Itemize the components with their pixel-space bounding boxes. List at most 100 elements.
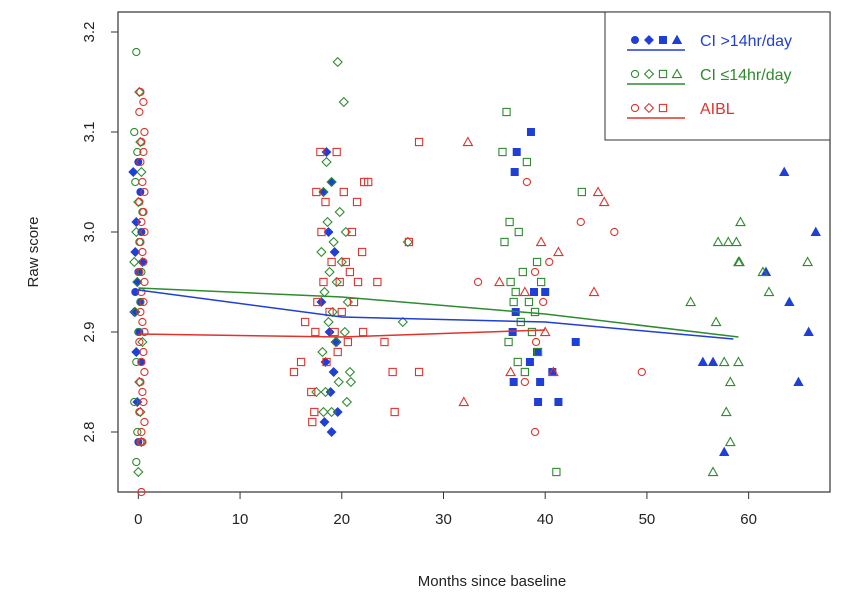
data-point bbox=[135, 107, 144, 117]
data-point bbox=[730, 236, 742, 247]
data-point bbox=[592, 186, 604, 197]
data-point bbox=[505, 217, 514, 227]
data-point bbox=[397, 316, 408, 328]
x-tick-label: 40 bbox=[537, 511, 554, 528]
data-point bbox=[319, 286, 330, 298]
data-point bbox=[312, 187, 321, 197]
data-point bbox=[313, 297, 322, 307]
data-point bbox=[140, 367, 149, 377]
data-point bbox=[137, 217, 146, 227]
data-point bbox=[139, 207, 148, 217]
data-point bbox=[535, 236, 547, 247]
data-point bbox=[724, 436, 736, 447]
data-point bbox=[134, 376, 145, 388]
data-point bbox=[308, 417, 317, 427]
data-point bbox=[462, 136, 474, 147]
axes: 0 10 20 30 40 50 60 2.8 2.9 3.0 3.1 3.2 bbox=[81, 22, 757, 528]
data-point bbox=[327, 257, 336, 267]
data-point bbox=[531, 337, 541, 347]
data-point bbox=[345, 267, 355, 277]
data-point bbox=[719, 446, 730, 457]
data-point bbox=[131, 177, 140, 187]
data-point bbox=[373, 277, 382, 287]
data-point bbox=[533, 347, 543, 357]
data-point bbox=[138, 247, 147, 257]
data-point bbox=[136, 157, 145, 167]
data-point bbox=[326, 427, 337, 437]
legend-marker bbox=[658, 103, 668, 113]
data-point bbox=[784, 296, 795, 307]
data-point bbox=[322, 216, 333, 228]
data-point bbox=[131, 226, 142, 238]
data-point bbox=[802, 256, 814, 267]
data-point bbox=[532, 257, 542, 267]
data-point bbox=[329, 247, 340, 257]
data-point bbox=[323, 227, 334, 237]
legend-label: AIBL bbox=[700, 101, 735, 118]
data-point bbox=[718, 356, 730, 367]
data-point bbox=[343, 337, 353, 347]
data-point bbox=[331, 337, 342, 347]
data-point bbox=[527, 327, 537, 337]
data-point bbox=[136, 377, 145, 387]
data-point bbox=[414, 367, 424, 377]
data-point bbox=[331, 276, 342, 288]
data-point bbox=[554, 397, 563, 406]
data-point bbox=[547, 366, 559, 377]
data-point bbox=[637, 367, 646, 377]
data-point bbox=[506, 277, 515, 287]
data-point bbox=[498, 147, 507, 157]
data-point bbox=[135, 136, 146, 148]
data-point bbox=[779, 166, 790, 177]
data-point bbox=[328, 367, 339, 377]
data-point bbox=[380, 337, 389, 347]
data-point bbox=[310, 407, 319, 417]
data-point bbox=[319, 417, 330, 427]
data-point bbox=[520, 377, 530, 387]
data-point bbox=[139, 257, 148, 267]
data-point bbox=[526, 127, 535, 136]
data-point bbox=[588, 286, 600, 297]
legend-marker bbox=[644, 35, 654, 45]
data-point bbox=[530, 287, 539, 296]
data-point bbox=[810, 226, 821, 237]
data-point bbox=[514, 227, 523, 237]
data-point bbox=[525, 357, 534, 366]
data-point bbox=[724, 376, 736, 387]
data-point bbox=[512, 147, 521, 156]
data-point bbox=[139, 347, 148, 357]
data-point bbox=[136, 307, 145, 317]
data-point bbox=[500, 237, 509, 247]
data-point bbox=[541, 287, 550, 296]
data-point bbox=[135, 197, 144, 207]
data-point bbox=[344, 366, 356, 378]
data-point bbox=[414, 137, 424, 147]
data-point bbox=[735, 216, 746, 227]
data-point bbox=[458, 396, 470, 407]
legend-marker bbox=[643, 68, 655, 80]
data-point bbox=[321, 197, 330, 207]
data-point bbox=[318, 406, 329, 418]
data-point bbox=[707, 466, 719, 477]
data-point bbox=[513, 357, 522, 367]
data-point bbox=[341, 257, 350, 267]
data-point bbox=[139, 397, 148, 407]
data-point bbox=[324, 266, 335, 278]
data-point bbox=[357, 247, 367, 257]
trend-line bbox=[138, 289, 734, 340]
data-point bbox=[136, 87, 145, 97]
data-point bbox=[317, 346, 328, 358]
data-point bbox=[137, 427, 146, 437]
trend-line bbox=[138, 287, 739, 338]
x-tick-label: 60 bbox=[740, 511, 757, 528]
data-point bbox=[130, 306, 141, 318]
legend-label: CI ≤14hr/day bbox=[700, 67, 792, 84]
data-point bbox=[522, 177, 532, 187]
legend-marker bbox=[630, 69, 640, 79]
data-point bbox=[337, 307, 346, 317]
data-point bbox=[132, 47, 141, 57]
trend-line bbox=[138, 329, 546, 338]
y-tick-label: 2.9 bbox=[81, 322, 98, 343]
legend-marker bbox=[630, 103, 640, 113]
